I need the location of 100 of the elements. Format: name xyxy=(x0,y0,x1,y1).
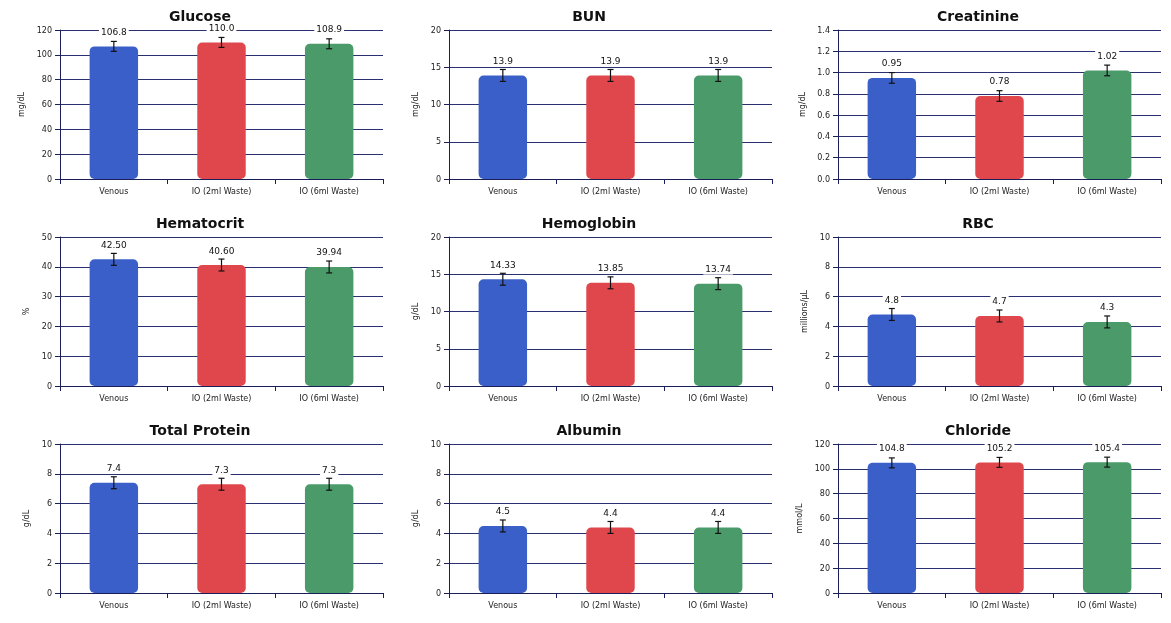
y-tick-label: 2 xyxy=(435,558,441,568)
x-tick-label: IO (2ml Waste) xyxy=(969,393,1030,403)
y-tick-label: 0 xyxy=(435,381,441,391)
x-tick-label: Venous xyxy=(877,600,907,610)
x-tick-label: IO (6ml Waste) xyxy=(299,600,359,610)
data-label: 13.74 xyxy=(705,264,732,275)
y-tick-label: 0.4 xyxy=(817,131,830,141)
x-tick-label: Venous xyxy=(99,600,129,610)
y-axis-title: mg/dL xyxy=(410,91,420,118)
data-label: 4.4 xyxy=(603,507,618,518)
data-label: 105.4 xyxy=(1094,442,1121,453)
y-axis-title: g/dL xyxy=(410,302,420,321)
data-label: 7.3 xyxy=(322,464,337,475)
y-tick-label: 6 xyxy=(46,499,52,509)
y-tick-label: 60 xyxy=(819,514,830,523)
x-tick-label: Venous xyxy=(877,186,907,196)
y-tick-label: 100 xyxy=(36,50,52,60)
x-tick-label: Venous xyxy=(99,393,129,403)
x-tick-label: IO (2ml Waste) xyxy=(580,186,641,196)
data-label: 7.4 xyxy=(106,463,122,474)
x-tick-label: Venous xyxy=(877,393,907,403)
y-tick-label: 0.6 xyxy=(817,110,830,120)
y-tick-label: 10 xyxy=(430,439,441,449)
x-tick-label: IO (2ml Waste) xyxy=(969,186,1030,196)
chart-title: BUN xyxy=(572,8,606,24)
x-tick-label: Venous xyxy=(488,186,518,196)
y-tick-label: 40 xyxy=(41,262,52,272)
x-tick-label: IO (6ml Waste) xyxy=(688,186,748,196)
x-tick-label: Venous xyxy=(488,393,518,403)
y-axis-title: mg/dL xyxy=(797,91,807,118)
y-tick-label: 1.4 xyxy=(817,25,830,35)
y-tick-label: 20 xyxy=(41,321,52,331)
y-tick-label: 10 xyxy=(41,439,52,449)
x-tick-label: IO (6ml Waste) xyxy=(688,600,748,610)
data-label: 1.02 xyxy=(1097,50,1118,61)
y-axis-title: g/dL xyxy=(21,509,31,528)
y-axis-title: g/dL xyxy=(410,509,420,528)
x-tick-label: IO (2ml Waste) xyxy=(191,600,252,610)
chart-title: Total Protein xyxy=(149,422,251,438)
y-tick-label: 5 xyxy=(435,344,441,354)
y-tick-label: 0.0 xyxy=(817,174,830,184)
y-tick-label: 0 xyxy=(46,588,52,598)
y-tick-label: 120 xyxy=(814,439,830,449)
bar xyxy=(867,314,917,386)
y-tick-label: 20 xyxy=(819,563,830,573)
chart-title: RBC xyxy=(962,215,994,231)
bar xyxy=(975,95,1024,179)
x-tick-label: IO (2ml Waste) xyxy=(580,393,641,403)
y-tick-label: 100 xyxy=(814,464,830,474)
y-tick-label: 10 xyxy=(819,232,830,242)
y-tick-label: 30 xyxy=(41,292,52,302)
x-tick-label: IO (2ml Waste) xyxy=(191,186,252,196)
y-tick-label: 4 xyxy=(435,528,441,538)
bar xyxy=(1082,321,1132,386)
y-tick-label: 4 xyxy=(46,528,52,538)
y-tick-label: 50 xyxy=(41,232,52,242)
y-tick-label: 0.8 xyxy=(817,89,830,99)
x-tick-label: IO (6ml Waste) xyxy=(299,393,359,403)
y-axis-title: mg/dL xyxy=(17,91,27,118)
data-label: 40.60 xyxy=(208,245,235,256)
y-tick-label: 80 xyxy=(41,75,52,85)
data-label: 110.0 xyxy=(208,22,235,33)
y-tick-label: 0 xyxy=(46,381,52,391)
y-tick-label: 40 xyxy=(819,538,830,548)
chart-title: Hemoglobin xyxy=(541,215,637,231)
bar xyxy=(867,77,917,179)
y-tick-label: 10 xyxy=(430,307,441,316)
x-tick-label: IO (6ml Waste) xyxy=(299,186,359,196)
bar xyxy=(1082,70,1132,179)
y-tick-label: 60 xyxy=(41,100,52,109)
y-tick-label: 0 xyxy=(824,381,830,391)
data-label: 13.85 xyxy=(597,263,624,274)
y-tick-label: 120 xyxy=(36,25,52,35)
data-label: 14.33 xyxy=(489,259,516,270)
chart-title: Glucose xyxy=(168,8,232,24)
y-tick-label: 0 xyxy=(824,588,830,598)
y-tick-label: 15 xyxy=(430,269,441,279)
y-tick-label: 1.0 xyxy=(817,68,830,78)
chart-title: Creatinine xyxy=(937,8,1019,24)
chart-title: Hematocrit xyxy=(155,215,245,231)
y-axis-title: millions/μL xyxy=(799,289,809,334)
x-tick-label: IO (6ml Waste) xyxy=(688,393,748,403)
y-tick-label: 20 xyxy=(41,149,52,159)
data-label: 4.3 xyxy=(1100,302,1115,313)
y-tick-label: 8 xyxy=(46,469,52,479)
y-tick-label: 1.2 xyxy=(817,46,830,56)
x-tick-label: IO (6ml Waste) xyxy=(1077,600,1137,610)
x-tick-label: Venous xyxy=(99,186,129,196)
y-tick-label: 8 xyxy=(435,469,441,479)
y-tick-label: 20 xyxy=(430,25,441,35)
y-axis-title: % xyxy=(21,307,31,316)
y-tick-label: 10 xyxy=(430,100,441,109)
y-tick-label: 10 xyxy=(41,351,52,361)
y-tick-label: 20 xyxy=(430,232,441,242)
y-tick-label: 40 xyxy=(41,124,52,134)
y-tick-label: 0 xyxy=(435,588,441,598)
data-label: 13.9 xyxy=(492,55,514,66)
y-tick-label: 6 xyxy=(435,499,441,509)
data-label: 13.9 xyxy=(600,55,621,66)
data-label: 4.8 xyxy=(884,294,900,305)
